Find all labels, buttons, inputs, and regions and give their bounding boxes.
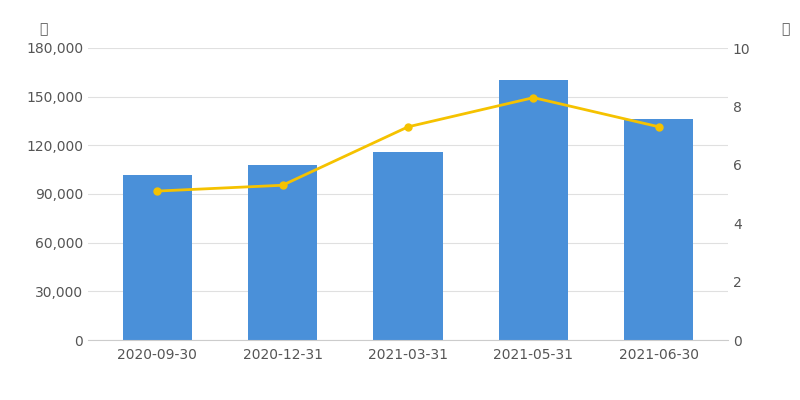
Bar — [374, 152, 442, 340]
Bar — [248, 165, 317, 340]
Bar — [625, 119, 694, 340]
Text: 元: 元 — [782, 22, 790, 36]
Bar — [499, 80, 568, 340]
Text: 户: 户 — [39, 22, 47, 36]
Bar — [122, 174, 191, 340]
